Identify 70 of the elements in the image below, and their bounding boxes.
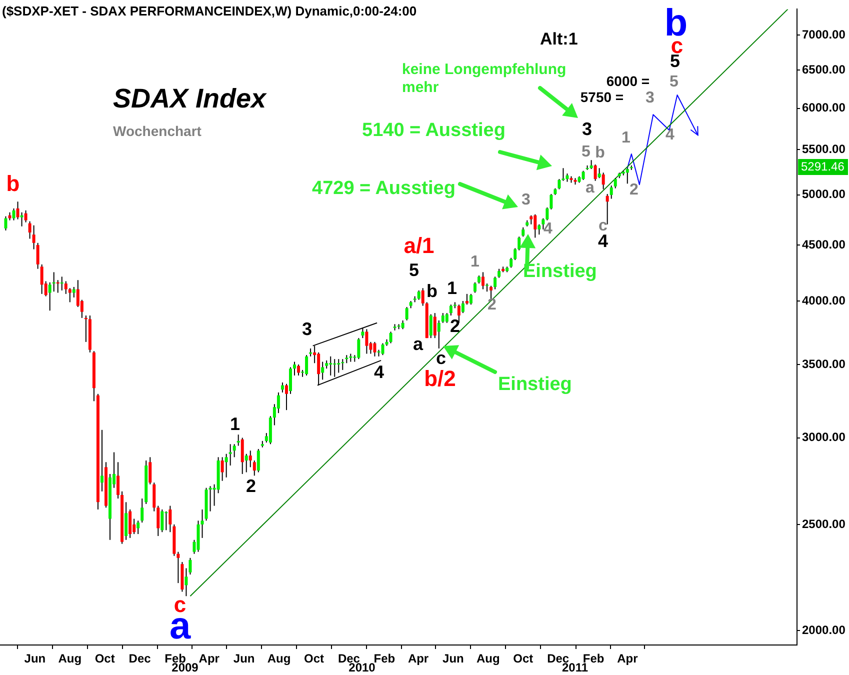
annotation: c [436,348,446,368]
y-tick-label: 2500.00 [802,516,846,531]
annotation: 3 [302,318,312,339]
annotation: Alt:1 [540,30,578,49]
y-tick-label: 5500.00 [802,142,846,156]
x-tick-label: Oct [513,652,534,666]
candlestick [60,276,64,290]
x-tick-label: Jun [24,652,46,666]
annotation: SDAX Index [113,83,268,114]
text: 5291.46 [801,159,845,174]
annotation: Einstieg [498,374,572,396]
candlestick [329,356,332,376]
candlestick [228,444,232,466]
x-tick-label: Dec [128,652,152,666]
annotation: a [586,179,595,196]
annotation: 3 [646,89,655,106]
annotation: 4 [374,362,384,382]
annotation: 3 [522,191,531,208]
annotation: 5 [670,73,679,90]
annotation: 6000 = [606,72,650,89]
x-tick-label: Feb [374,652,396,666]
y-tick-label: 2000.00 [802,622,846,637]
x-tick-label: Oct [94,652,115,666]
x-tick-label: Aug [58,652,82,666]
annotation: b/2 [424,366,456,392]
annotation: 2 [488,296,497,314]
annotation: 2 [450,316,460,336]
x-tick-label: Apr [408,652,429,666]
annotation: 5 [408,260,420,280]
annotation: 4 [666,126,675,144]
annotation: 1 [446,278,458,298]
y-tick-label: 4500.00 [802,237,846,252]
annotation: a [412,334,424,354]
annotation: 3 [582,118,592,139]
annotation: 1 [622,129,631,146]
x-tick-label: Jun [442,652,464,666]
x-tick-label: Apr [617,652,638,666]
candlestick [341,359,344,370]
annotation: Einstieg [523,261,597,282]
annotation: 1 [470,253,480,270]
annotation: 4729 = Ausstieg [312,178,456,200]
annotation: b [595,144,606,162]
y-tick-label: 7000.00 [802,27,846,42]
annotation: keine Longempfehlung mehr [402,61,566,96]
y-tick-label: 6500.00 [802,62,846,77]
chart-title: ($SDXP-XET - SDAX PERFORMANCEINDEX,W) Dynamic,0:00-24:00 [2,4,417,19]
annotation: 4 [544,220,553,238]
candlestick [164,511,168,530]
x-tick-label: Jun [233,652,255,666]
annotation: 5140 = Ausstieg [362,120,506,142]
annotation: 1 [230,414,240,434]
annotation: a/1 [404,233,434,258]
annotation: c [174,592,186,618]
annotation: 2 [246,476,256,496]
y-tick-label: 3000.00 [802,430,846,444]
annotation: b [426,280,438,301]
y-tick-label: 3500.00 [802,356,846,371]
y-tick-label: 5000.00 [802,187,846,202]
annotation: 2 [630,181,639,198]
annotation: b [6,171,20,196]
annotation: 5 [582,143,591,160]
candlestick [562,168,565,181]
x-tick-label: Oct [304,652,324,666]
annotation: 5750 = [580,88,624,105]
x-tick-label: Apr [198,652,220,666]
x-tick-label: Aug [267,652,291,666]
y-tick-label: 4000.00 [802,293,846,308]
x-tick-label: Aug [476,652,500,666]
y-tick-label: 6000.00 [802,100,846,115]
annotation: Wochenchart [113,122,202,139]
